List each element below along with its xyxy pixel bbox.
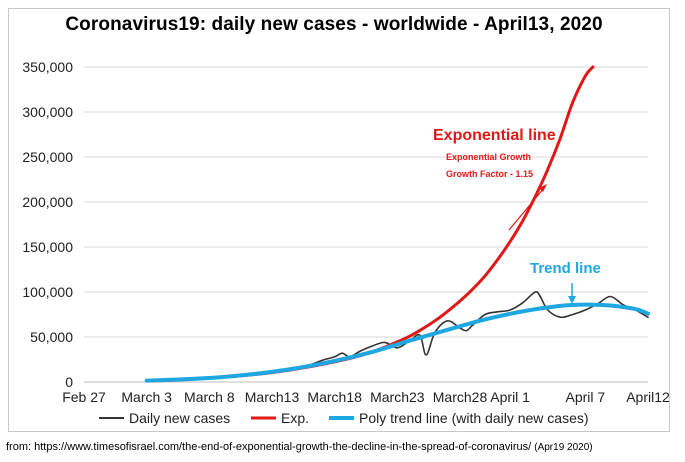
source-url: from: https://www.timesofisrael.com/the-… [6,441,532,453]
x-tick-label: April 1 [490,389,530,405]
y-axis: 0 50,000 100,000 150,000 200,000 250,000 300,0… [22,59,73,390]
legend-label-exp: Exp. [281,410,309,426]
x-tick-label: April 7 [565,389,605,405]
chart-title: Coronavirus19: daily new cases - worldwi… [65,14,603,35]
trend-annotation-arrowhead [568,296,576,304]
x-tick-label: Feb 27 [62,389,106,405]
x-tick-label: March28 [433,389,488,405]
x-tick-label: March18 [307,389,362,405]
source-credit: from: https://www.timesofisrael.com/the-… [6,441,593,453]
x-tick-label: March 3 [121,389,172,405]
series-exp-line [145,65,595,383]
legend: Daily new cases Exp. Poly trend line (wi… [99,410,589,426]
exp-annotation-sub1: Exponential Growth [446,152,531,162]
series-group [144,65,650,383]
exp-annotation-arrowhead [539,184,547,192]
y-tick-label: 100,000 [22,284,73,300]
x-tick-label: April12 [626,389,670,405]
legend-label-trend: Poly trend line (with daily new cases) [359,410,589,426]
exp-annotation-sub2: Growth Factor - 1.15 [446,169,533,179]
y-tick-label: 200,000 [22,194,73,210]
x-axis: Feb 27 March 3 March 8 March13 March18 March2… [62,381,670,405]
series-poly-trend-line [144,302,650,383]
legend-label-daily: Daily new cases [129,410,230,426]
exp-annotation-label: Exponential line [433,127,556,144]
x-tick-label: March 8 [184,389,235,405]
y-tick-label: 250,000 [22,149,73,165]
source-date: (Apr19 2020) [534,442,593,453]
x-tick-label: March23 [370,389,425,405]
trend-annotation-label: Trend line [530,260,601,277]
y-tick-label: 300,000 [22,104,73,120]
exp-annotation-arrow [508,187,545,231]
y-tick-label: 0 [65,374,73,390]
y-tick-label: 150,000 [22,239,73,255]
gridlines [84,66,648,383]
y-tick-label: 50,000 [30,329,73,345]
y-tick-label: 350,000 [22,59,73,75]
x-tick-label: March13 [245,389,300,405]
